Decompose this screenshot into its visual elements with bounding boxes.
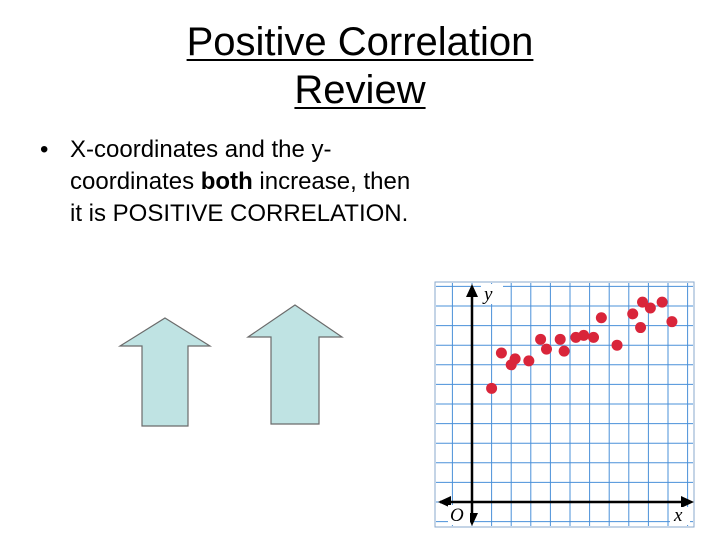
y-label-bg (481, 284, 503, 304)
origin-label-bg (448, 505, 470, 525)
y-axis-arrow-up-icon (466, 284, 478, 297)
data-point (535, 333, 547, 345)
x-axis-label: x (673, 505, 683, 526)
data-point (509, 353, 521, 365)
x-label-bg (670, 507, 690, 525)
data-point (666, 316, 678, 328)
data-point (627, 308, 639, 320)
data-points (486, 296, 678, 394)
data-point (578, 329, 590, 341)
bullet-text-bold: both (200, 168, 253, 195)
data-point (558, 345, 570, 357)
bullet-dot: • (40, 136, 49, 163)
data-point (595, 312, 607, 324)
bullet-point: • X-coordinates and the y-coordinates bo… (40, 134, 420, 230)
origin-label: O (450, 505, 464, 526)
data-point (635, 322, 647, 334)
data-point (637, 296, 649, 308)
bullet-text-start: X-coordinates and the y-coordinates (70, 136, 332, 195)
data-point (588, 331, 600, 343)
x-axis-arrow-left-icon (438, 496, 451, 508)
bullet-text-end: increase, then it is POSITIVE CORRELATIO… (70, 168, 411, 227)
title-line-2: Review (294, 68, 426, 112)
slide-title: Positive Correlation Review (0, 18, 720, 114)
data-point (495, 347, 507, 359)
data-point (554, 333, 566, 345)
up-arrows (117, 304, 344, 427)
title-line-1: Positive Correlation (186, 20, 534, 64)
y-axis-label: y (482, 284, 493, 305)
bullet-text: X-coordinates and the y-coordinates both… (70, 134, 420, 230)
data-point (611, 339, 623, 351)
data-point (540, 343, 552, 355)
up-arrow-icon (246, 304, 344, 425)
data-point (656, 296, 668, 308)
x-axis-arrow-right-icon (681, 496, 694, 508)
data-point (486, 382, 498, 394)
data-point (644, 302, 656, 314)
data-point (523, 355, 535, 367)
up-arrow-icon (117, 317, 213, 427)
scatter-plot: y O x (434, 281, 695, 528)
